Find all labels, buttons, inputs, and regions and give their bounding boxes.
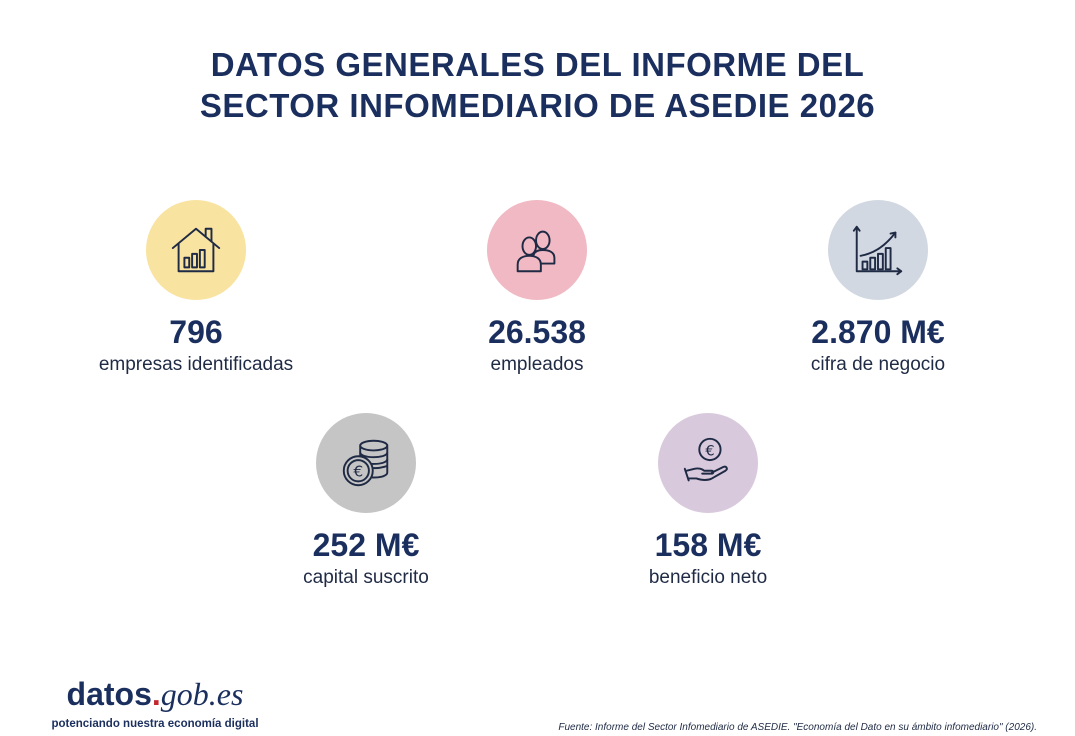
stat-label: beneficio neto	[648, 567, 768, 588]
stat-profit: € 158 M€ beneficio neto	[558, 413, 858, 590]
house-chart-icon	[171, 227, 221, 273]
coins-icon: €	[342, 439, 389, 487]
page-title: DATOS GENERALES DEL INFORME DEL SECTOR I…	[0, 44, 1075, 126]
logo-part-1: datos	[66, 676, 152, 712]
logo-part-2: gob.es	[160, 676, 244, 712]
logo-tagline: potenciando nuestra economía digital	[51, 718, 259, 730]
stat-value: 26.538	[488, 314, 586, 350]
stat-value: 158 M€	[654, 527, 762, 563]
title-line-2: SECTOR INFOMEDIARIO DE ASEDIE 2026	[199, 87, 876, 124]
people-icon	[516, 230, 556, 273]
stat-companies: 796 empresas identificadas	[46, 200, 346, 377]
stat-label: capital suscrito	[303, 567, 429, 588]
title-line-1: DATOS GENERALES DEL INFORME DEL	[210, 46, 865, 83]
datos-gob-logo: datos.gob.es potenciando nuestra economí…	[30, 676, 280, 730]
stat-value: 2.870 M€	[811, 314, 945, 350]
icon-circle	[146, 200, 246, 300]
stat-label: cifra de negocio	[810, 354, 946, 375]
stat-value: 796	[169, 314, 223, 350]
icon-circle: €	[316, 413, 416, 513]
stat-label: empleados	[490, 354, 584, 375]
svg-text:€: €	[353, 463, 363, 481]
stat-label: empresas identificadas	[98, 354, 294, 375]
logo-dot: .	[151, 676, 161, 712]
source-note: Fuente: Informe del Sector Infomediario …	[558, 722, 1037, 733]
stat-employees: 26.538 empleados	[387, 200, 687, 377]
stat-capital: € 252 M€ capital suscrito	[216, 413, 516, 590]
svg-text:€: €	[705, 443, 714, 459]
icon-circle	[487, 200, 587, 300]
growth-chart-icon	[852, 225, 903, 276]
logo-wordmark: datos.gob.es	[30, 676, 280, 712]
stat-value: 252 M€	[312, 527, 420, 563]
icon-circle	[828, 200, 928, 300]
hand-euro-icon: €	[683, 437, 728, 482]
icon-circle: €	[658, 413, 758, 513]
stat-revenue: 2.870 M€ cifra de negocio	[728, 200, 1028, 377]
